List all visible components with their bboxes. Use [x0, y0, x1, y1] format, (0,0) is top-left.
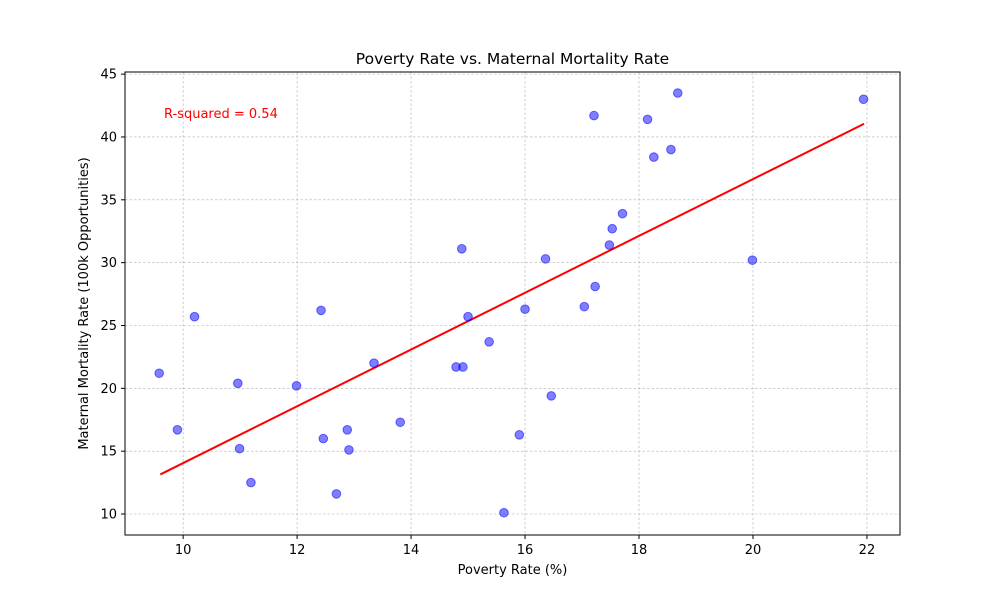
data-point — [172, 425, 183, 435]
x-ticks: 10 12 14 16 18 20 22 — [175, 535, 875, 558]
y-axis-label: Maternal Mortality Rate (100k Opportunit… — [77, 157, 92, 449]
data-point — [342, 425, 353, 435]
data-point — [672, 88, 683, 98]
y-ticks: 10 15 20 25 30 35 40 45 — [100, 68, 125, 523]
data-point — [589, 110, 599, 121]
data-point — [642, 114, 653, 125]
y-tick-label: 25 — [100, 319, 117, 334]
data-point — [484, 337, 494, 347]
data-point — [747, 255, 758, 265]
data-point — [520, 304, 530, 314]
data-point — [189, 311, 200, 322]
x-tick-label: 12 — [289, 543, 306, 558]
data-point — [604, 240, 615, 250]
data-point — [369, 358, 379, 368]
x-tick-label: 10 — [175, 543, 192, 558]
y-tick-label: 10 — [100, 508, 117, 523]
r-squared-annotation: R-squared = 0.54 — [164, 107, 278, 122]
data-point — [233, 378, 243, 389]
data-point — [858, 94, 869, 105]
data-point — [291, 381, 302, 391]
x-tick-label: 18 — [631, 543, 648, 558]
fit-line-group — [159, 122, 865, 476]
data-point — [456, 244, 467, 254]
data-point — [546, 391, 557, 401]
data-point — [344, 445, 354, 455]
y-tick-label: 15 — [100, 445, 117, 460]
regression-line — [159, 122, 865, 476]
x-tick-label: 14 — [403, 543, 420, 558]
data-point — [246, 477, 256, 488]
data-point — [579, 301, 590, 312]
data-point — [234, 443, 245, 454]
x-tick-label: 20 — [745, 543, 762, 558]
y-tick-label: 30 — [100, 256, 117, 271]
plot-area — [125, 72, 900, 535]
data-point — [590, 281, 600, 292]
data-point — [514, 430, 525, 440]
data-point — [463, 311, 473, 322]
data-point — [607, 223, 618, 234]
data-point — [318, 433, 329, 444]
y-tick-label: 20 — [100, 382, 117, 397]
points-group — [154, 88, 869, 518]
y-tick-label: 45 — [100, 68, 117, 83]
chart-title: Poverty Rate vs. Maternal Mortality Rate — [356, 50, 669, 68]
plot-frame — [124, 71, 901, 536]
data-point — [331, 489, 342, 499]
y-tick-label: 40 — [100, 130, 117, 145]
data-point — [395, 417, 406, 428]
data-point — [154, 368, 164, 379]
data-point — [316, 305, 326, 316]
data-point — [666, 144, 676, 155]
x-tick-label: 16 — [517, 543, 534, 558]
grid — [125, 72, 900, 535]
x-axis-label: Poverty Rate (%) — [458, 563, 568, 578]
data-point — [540, 254, 551, 264]
data-point — [499, 507, 509, 518]
data-point — [649, 152, 659, 162]
data-point — [458, 362, 468, 372]
y-tick-label: 35 — [100, 193, 117, 208]
x-tick-label: 22 — [859, 543, 876, 558]
data-point — [617, 208, 628, 219]
